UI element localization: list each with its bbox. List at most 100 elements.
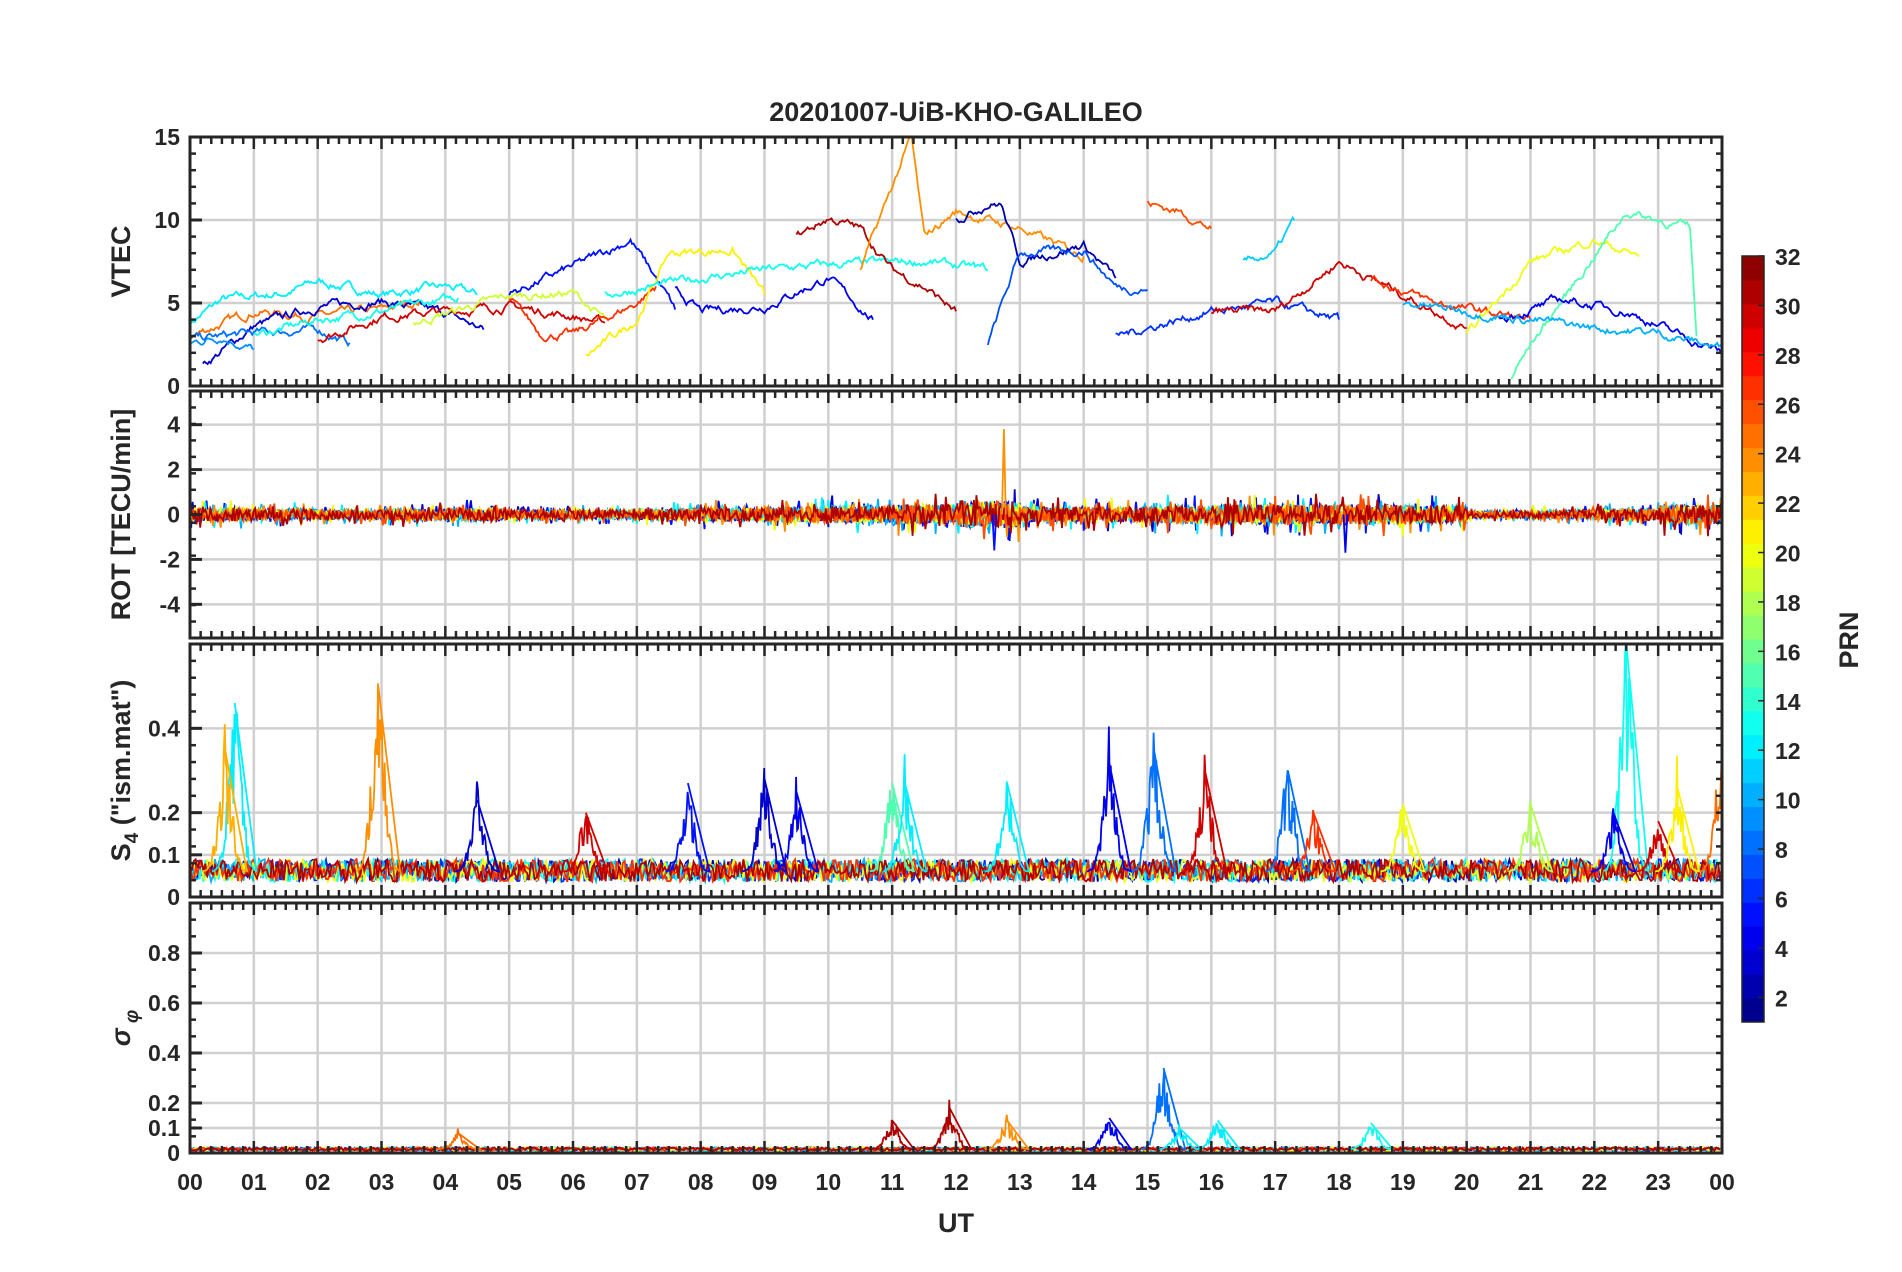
x-tick-label: 12 (943, 1169, 969, 1195)
panel-s4: 0 0.1 0.2 0.4S4 ("ism.mat") (106, 642, 1724, 910)
colorbar-swatch (1742, 567, 1764, 592)
y-tick-label: -2 (160, 546, 180, 572)
colorbar-tick-label: 22 (1775, 491, 1801, 517)
s4-spike-prn-4 (1591, 808, 1637, 873)
colorbar-label: PRN (1834, 611, 1864, 668)
x-tick-label: 06 (560, 1169, 586, 1195)
s4-spike-prn-8 (1131, 732, 1177, 873)
sigma-spike-prn-13 (1348, 1122, 1395, 1151)
y-axis-label-rot: ROT [TECU/min] (106, 409, 136, 620)
vtec-series-prn-13 (604, 255, 989, 299)
colorbar-swatch (1742, 782, 1764, 808)
vtec-series-prn-11 (1242, 215, 1296, 262)
s4-series-prn-31 (190, 855, 1721, 885)
vtec-series-prn-27 (508, 286, 657, 343)
colorbar-swatch (1742, 926, 1764, 951)
y-tick-label: 0 (167, 1140, 180, 1166)
colorbar-swatch (1742, 998, 1764, 1023)
x-tick-label: 05 (496, 1169, 522, 1195)
s4-spike-prn-23 (202, 724, 248, 873)
vtec-series-prn-13 (253, 292, 459, 337)
y-tick-label: 0.6 (148, 990, 180, 1016)
x-tick-label: 23 (1645, 1169, 1671, 1195)
s4-spike-prn-21 (1654, 755, 1701, 873)
colorbar-swatch (1742, 519, 1764, 544)
x-tick-label: 17 (1262, 1169, 1288, 1195)
chart-title: 20201007-UiB-KHO-GALILEO (769, 97, 1143, 127)
y-axis-label-s4: S4 ("ism.mat") (106, 680, 143, 862)
rot-series-prn-26 (190, 494, 1722, 540)
panel-rot: -4 -2 0 2 4 ROT [TECU/min] (106, 389, 1724, 640)
x-tick-label: 02 (305, 1169, 331, 1195)
rot-series-prn-31 (190, 493, 1722, 537)
colorbar-tick-label: 6 (1775, 886, 1788, 912)
sigma-spike-prn-12 (1157, 1124, 1204, 1151)
vtec-series-prn-15 (1510, 211, 1698, 380)
sigma-spike-prn-12 (1195, 1119, 1242, 1151)
s4-spike-prn-4 (774, 776, 820, 873)
x-tick-label: 10 (816, 1169, 842, 1195)
x-tick-label: 15 (1135, 1169, 1161, 1195)
s4-spike-prn-13 (1603, 644, 1650, 874)
vtec-series-prn-12 (190, 277, 478, 327)
colorbar-swatch (1742, 351, 1764, 377)
colorbar-tick-label: 20 (1775, 541, 1801, 567)
colorbar-swatch (1742, 375, 1764, 401)
colorbar-swatch (1742, 854, 1764, 879)
s4-spike-prn-27 (1291, 809, 1337, 873)
colorbar-swatch (1742, 447, 1764, 472)
s4-spike-prn-4 (1086, 726, 1133, 874)
colorbar-swatch (1742, 471, 1764, 496)
y-tick-label: 0.4 (148, 1040, 180, 1066)
x-tick-label: 22 (1582, 1169, 1608, 1195)
vtec-series-prn-20 (1465, 239, 1640, 334)
s4-spike-prn-18 (1508, 800, 1554, 873)
y-tick-label: 0.4 (148, 715, 180, 741)
s4-spike-prn-15 (869, 782, 916, 873)
colorbar-tick-label: 30 (1775, 293, 1801, 319)
y-tick-label: 15 (154, 124, 180, 150)
y-tick-label: 0.2 (148, 800, 180, 826)
colorbar-swatch (1742, 327, 1764, 353)
vtec-series-prn-27 (1370, 274, 1532, 321)
s4-spike-prn-3 (454, 781, 501, 874)
y-tick-label: 0.8 (148, 940, 180, 966)
colorbar-tick-label: 10 (1775, 788, 1801, 814)
s4-spike-prn-12 (984, 781, 1031, 873)
colorbar-swatch (1742, 303, 1764, 329)
colorbar-tick-label: 2 (1775, 985, 1788, 1011)
panel-vtec: 0 5 10 15 VTEC (106, 124, 1724, 399)
vtec-series-prn-3 (202, 297, 485, 366)
colorbar-tick-label: 12 (1775, 738, 1801, 764)
x-tick-label: 09 (752, 1169, 778, 1195)
s4-spike-prn-30 (1635, 820, 1682, 873)
s4-spike-prn-3 (742, 767, 788, 873)
panel-sigma: 00.10.2 0.4 0.6 0.8 σ φ 00 01 02 03 04 05 06 07 08 09 1… (106, 901, 1735, 1195)
colorbar-swatch (1742, 256, 1764, 281)
colorbar-tick-label: 24 (1775, 442, 1801, 468)
s4-spike-prn-12 (882, 754, 928, 873)
colorbar-swatch (1742, 591, 1764, 616)
colorbar-swatch (1742, 495, 1764, 520)
rot-spike (991, 514, 998, 551)
x-tick-label: 14 (1071, 1169, 1097, 1195)
colorbar-swatch (1742, 974, 1764, 999)
vtec-series-prn-26 (1146, 200, 1212, 230)
colorbar-swatch (1742, 806, 1764, 831)
sigma-spike-prn-31 (869, 1119, 916, 1150)
sigma-spike-prn-4 (1086, 1117, 1133, 1151)
colorbar-swatch (1742, 902, 1764, 927)
x-tick-label: 08 (688, 1169, 714, 1195)
x-tick-label: 21 (1518, 1169, 1544, 1195)
vtec-series-prn-10 (1402, 301, 1722, 349)
x-tick-label: 00 (177, 1169, 203, 1195)
colorbar-tick-label: 14 (1775, 689, 1801, 715)
vtec-series-prn-4 (674, 276, 874, 321)
y-tick-label: 0 (167, 502, 180, 528)
s4-spike-prn-12 (212, 702, 258, 873)
colorbar-swatch (1742, 878, 1764, 903)
x-tick-label: 01 (241, 1169, 267, 1195)
y-axis-label-sigma: σ φ (106, 1010, 143, 1047)
sigma-spike-prn-31 (927, 1099, 974, 1151)
rot-spike (1342, 514, 1349, 553)
